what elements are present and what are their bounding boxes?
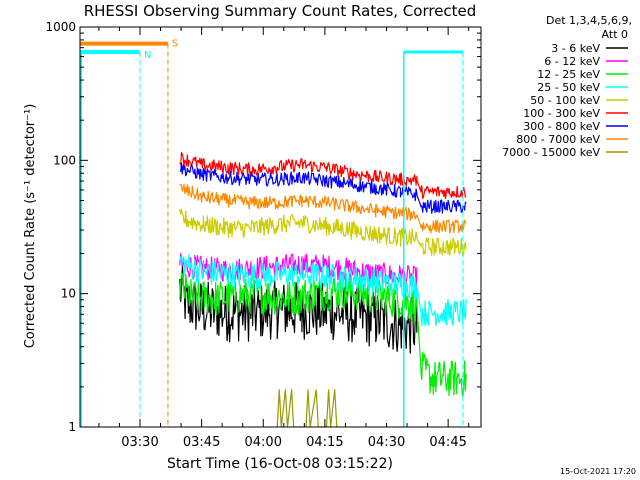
y-tick-label: 1000 xyxy=(45,20,76,34)
series-12-25-kev xyxy=(179,273,467,397)
legend-label-7000-15000-kev: 7000 - 15000 keV xyxy=(502,146,600,159)
legend-label-12-25-kev: 12 - 25 keV xyxy=(537,68,600,81)
series-800-7000-kev xyxy=(179,183,467,234)
x-axis-label: Start Time (16-Oct-08 03:15:22) xyxy=(167,456,393,472)
y-axis: 1 10 100 1000 xyxy=(45,20,481,434)
y-tick-label: 1 xyxy=(68,420,76,434)
y-axis-label: Corrected Count Rate (s⁻¹ detector⁻¹) xyxy=(23,104,38,349)
y-tick-label: 10 xyxy=(61,287,76,301)
legend-label-800-7000-kev: 800 - 7000 keV xyxy=(516,133,600,146)
legend-label-50-100-kev: 50 - 100 keV xyxy=(530,94,600,107)
flag-label-N: N xyxy=(144,50,151,61)
flag-label-S: S xyxy=(172,39,178,50)
series-layer xyxy=(179,152,467,427)
series-100-300-kev xyxy=(179,152,467,200)
legend-header-line-1: Det 1,3,4,5,6,9, xyxy=(546,14,632,27)
x-tick-label: 03:30 xyxy=(121,435,158,450)
legend-label-100-300-kev: 100 - 300 keV xyxy=(523,107,600,120)
chart-title: RHESSI Observing Summary Count Rates, Co… xyxy=(84,2,477,20)
timestamp: 15-Oct-2021 17:20 xyxy=(560,467,636,476)
series-25-50-kev xyxy=(179,253,467,327)
legend-label-3-6-kev: 3 - 6 keV xyxy=(551,42,600,55)
series-300-800-kev xyxy=(179,162,467,214)
series-50-100-kev xyxy=(179,208,467,257)
x-tick-label: 03:45 xyxy=(183,435,220,450)
x-tick-label: 04:30 xyxy=(368,435,405,450)
x-tick-label: 04:45 xyxy=(429,435,466,450)
plot-frame xyxy=(79,26,482,428)
legend-label-300-800-kev: 300 - 800 keV xyxy=(523,120,600,133)
series-7000-15000-kev xyxy=(276,389,338,427)
legend-label-6-12-kev: 6 - 12 keV xyxy=(544,55,600,68)
legend-label-25-50-kev: 25 - 50 keV xyxy=(537,81,600,94)
legend-header-line-2: Att 0 xyxy=(602,28,628,41)
y-tick-label: 100 xyxy=(53,153,76,167)
flags-layer: SN xyxy=(80,39,464,427)
x-tick-label: 04:15 xyxy=(306,435,343,450)
x-tick-label: 04:00 xyxy=(245,435,282,450)
x-axis: 03:30 03:45 04:00 04:15 04:30 04:45 xyxy=(98,27,470,450)
